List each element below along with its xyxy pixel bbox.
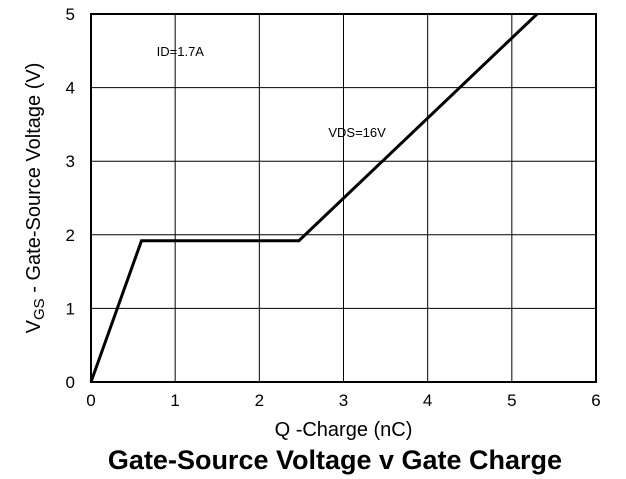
y-tick-labels: 0 1 2 3 4 5	[66, 5, 75, 392]
y-tick-label: 3	[66, 152, 75, 171]
grid-lines	[91, 14, 596, 382]
y-axis-label: VGS - Gate-Source Voltage (V)	[23, 63, 48, 334]
x-tick-label: 4	[423, 391, 432, 410]
annotation-label: VDS=16V	[328, 125, 386, 140]
x-tick-label: 3	[339, 391, 348, 410]
x-axis-label: Q -Charge (nC)	[275, 419, 413, 441]
y-tick-label: 1	[66, 299, 75, 318]
chart-title: Gate-Source Voltage v Gate Charge	[108, 445, 562, 475]
x-tick-label: 6	[591, 391, 600, 410]
plot-frame	[90, 13, 597, 383]
annotations: ID=1.7A VDS=16V	[157, 44, 386, 140]
y-axis-label-subscript: GS	[31, 298, 48, 320]
y-tick-label: 2	[66, 226, 75, 245]
x-tick-labels: 0 1 2 3 4 5 6	[86, 391, 600, 410]
x-tick-label: 1	[170, 391, 179, 410]
x-tick-label: 5	[507, 391, 516, 410]
x-tick-label: 0	[86, 391, 95, 410]
x-tick-label: 2	[255, 391, 264, 410]
y-axis-label-suffix: - Gate-Source Voltage (V)	[23, 63, 45, 299]
annotation-label: ID=1.7A	[157, 44, 205, 59]
y-axis-label-prefix: V	[23, 319, 45, 333]
y-tick-label: 4	[66, 79, 75, 98]
y-tick-label: 5	[66, 5, 75, 24]
series-line-vgs	[89, 12, 539, 383]
y-tick-label: 0	[66, 373, 75, 392]
